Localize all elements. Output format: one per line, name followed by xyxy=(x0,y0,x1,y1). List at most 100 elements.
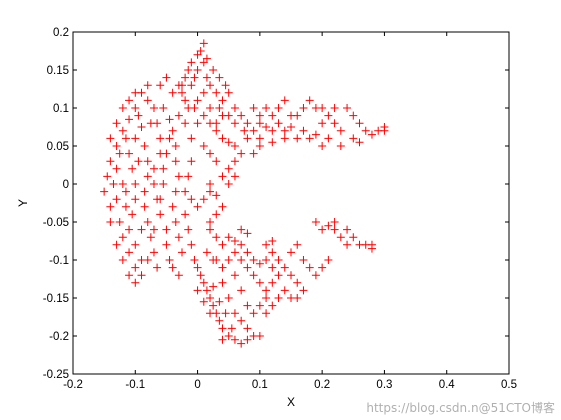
data-point xyxy=(193,202,202,211)
data-point xyxy=(243,324,252,333)
data-point xyxy=(240,126,249,135)
data-point xyxy=(202,54,211,63)
data-point xyxy=(243,134,252,143)
data-point xyxy=(106,218,115,226)
data-point xyxy=(165,256,174,264)
data-point xyxy=(249,149,258,158)
data-point xyxy=(199,142,208,150)
data-markers xyxy=(100,39,389,348)
data-point xyxy=(268,111,277,120)
data-point xyxy=(193,96,202,105)
data-point xyxy=(153,263,162,272)
data-point xyxy=(118,180,127,188)
data-point xyxy=(181,73,190,82)
x-tick-label: 0.2 xyxy=(314,379,330,391)
data-point xyxy=(215,316,224,325)
data-point xyxy=(237,286,246,295)
data-point xyxy=(109,180,118,188)
data-point xyxy=(178,248,186,257)
data-point xyxy=(137,225,146,234)
data-point xyxy=(193,286,202,295)
data-point xyxy=(184,66,193,74)
data-point xyxy=(224,332,233,340)
data-point xyxy=(230,248,239,257)
data-point xyxy=(184,172,193,181)
data-point xyxy=(243,335,252,344)
data-point xyxy=(237,256,246,264)
data-point xyxy=(209,66,218,74)
data-point xyxy=(131,180,140,188)
data-point xyxy=(255,111,264,120)
data-point xyxy=(206,294,215,302)
data-point xyxy=(230,335,239,344)
data-point xyxy=(178,81,186,90)
y-tick-label: -0.1 xyxy=(49,255,69,267)
data-point xyxy=(103,172,112,181)
data-point xyxy=(218,335,227,344)
data-point xyxy=(171,142,180,150)
data-point xyxy=(168,263,177,272)
data-point xyxy=(215,73,224,82)
data-point xyxy=(299,256,308,264)
data-point xyxy=(131,195,140,204)
data-point xyxy=(153,195,162,204)
data-point xyxy=(243,119,252,128)
data-point xyxy=(318,104,327,112)
data-point xyxy=(171,187,180,196)
data-point xyxy=(237,316,246,325)
data-point xyxy=(115,218,124,226)
data-point xyxy=(237,111,246,120)
data-point xyxy=(224,233,233,242)
data-point xyxy=(336,233,345,242)
data-point xyxy=(174,233,183,242)
data-point xyxy=(209,282,218,291)
data-point xyxy=(280,286,289,295)
data-point xyxy=(212,233,221,242)
data-point xyxy=(287,271,295,280)
plot-area xyxy=(72,31,510,375)
data-point xyxy=(230,142,239,150)
data-point xyxy=(255,142,264,150)
data-point xyxy=(218,134,227,143)
data-point xyxy=(230,172,239,181)
x-axis-ticks: -0.2 -0.1 0 0.1 0.2 0.3 0.4 0.5 xyxy=(63,32,517,391)
data-point xyxy=(280,134,289,143)
data-point xyxy=(131,88,140,97)
data-point xyxy=(125,96,134,105)
data-point xyxy=(206,187,215,196)
data-point xyxy=(218,324,227,333)
data-point xyxy=(202,248,211,257)
data-point xyxy=(343,225,352,234)
y-axis-ticks: -0.25 -0.2 -0.15 -0.1 -0.05 0 0.05 0.1 0.15 0.2 xyxy=(43,27,509,381)
data-point xyxy=(149,248,158,257)
data-point xyxy=(134,111,143,120)
data-point xyxy=(311,218,320,226)
data-point xyxy=(249,256,258,264)
data-point xyxy=(178,88,186,97)
x-tick-label: 0 xyxy=(194,379,200,391)
data-point xyxy=(324,134,333,143)
y-tick-label: 0.2 xyxy=(53,27,69,39)
data-point xyxy=(212,157,221,166)
data-point xyxy=(137,271,146,280)
data-point xyxy=(349,134,358,143)
data-point xyxy=(243,248,252,257)
data-point xyxy=(318,142,327,150)
data-point xyxy=(262,286,271,295)
data-point xyxy=(305,96,314,105)
data-point xyxy=(330,218,339,226)
data-point xyxy=(168,126,177,135)
data-point xyxy=(206,225,215,234)
data-point xyxy=(146,119,155,128)
data-point xyxy=(131,278,140,287)
data-point xyxy=(209,256,218,264)
data-point xyxy=(255,301,264,310)
data-point xyxy=(330,104,339,112)
data-point xyxy=(262,240,271,249)
y-tick-label: 0.05 xyxy=(47,141,69,153)
data-point xyxy=(206,180,215,188)
data-point xyxy=(193,66,202,74)
data-point xyxy=(162,73,171,82)
data-point xyxy=(237,225,246,234)
data-point xyxy=(181,96,190,105)
